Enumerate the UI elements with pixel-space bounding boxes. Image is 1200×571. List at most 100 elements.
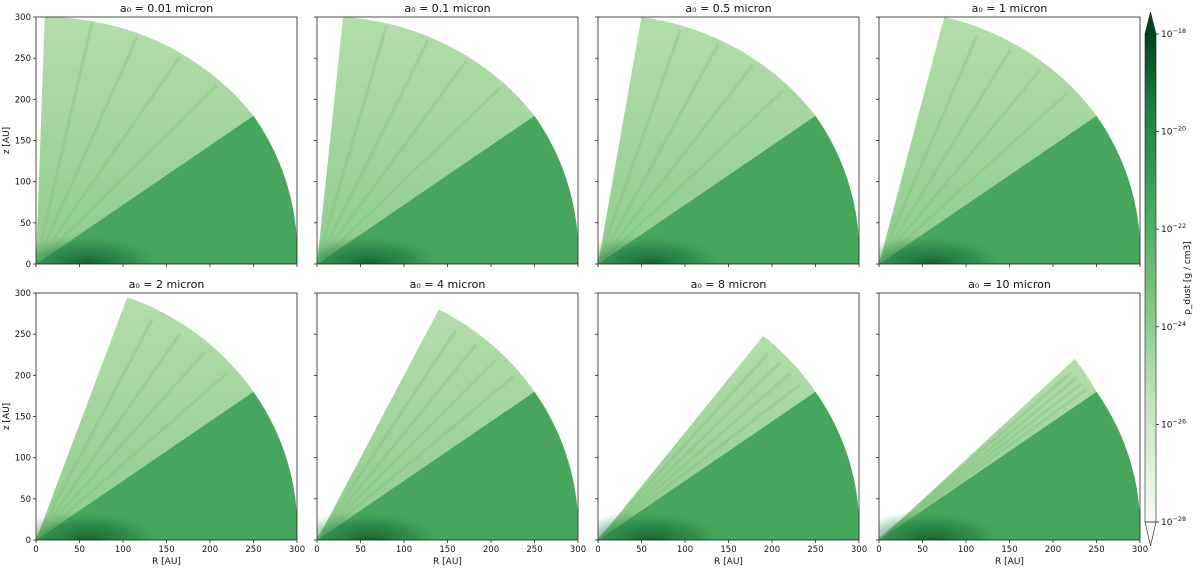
envelope-region	[879, 358, 1097, 540]
y-tick-label: 0	[26, 260, 31, 270]
x-tick-label: 50	[74, 545, 85, 555]
y-tick-label: 300	[15, 289, 31, 299]
panel-plot-area	[36, 297, 297, 540]
x-tick-label: 300	[851, 545, 867, 555]
x-tick-label: 200	[483, 545, 499, 555]
disk-core	[879, 510, 1010, 540]
x-tick-label: 100	[115, 545, 131, 555]
y-tick-label: 100	[15, 178, 31, 188]
colorbar-tick-label: 10−26	[1161, 417, 1186, 430]
x-tick-label: 150	[158, 545, 174, 555]
x-tick-label: 0	[314, 545, 319, 555]
disk-region	[879, 391, 1140, 540]
disk-region	[317, 391, 578, 540]
x-tick-label: 150	[720, 545, 736, 555]
panel: a₀ = 0.1 micron	[314, 2, 579, 267]
disk-region	[36, 115, 297, 264]
x-tick-label: 250	[526, 545, 542, 555]
disk-core	[598, 234, 729, 264]
panel-title: a₀ = 0.01 micron	[120, 2, 213, 15]
y-tick-label: 50	[20, 219, 31, 229]
envelope-streak	[598, 43, 720, 264]
envelope-streak	[879, 68, 1042, 264]
x-tick-label: 50	[636, 545, 647, 555]
colorbar-tick-label: 10−28	[1161, 515, 1186, 528]
y-tick-label: 300	[15, 13, 31, 23]
panel-title: a₀ = 0.5 micron	[685, 2, 771, 15]
envelope-streak	[36, 350, 207, 540]
disk-region	[36, 391, 297, 540]
x-axis-label: R [AU]	[714, 557, 743, 567]
x-tick-label: 0	[595, 545, 600, 555]
x-tick-label: 200	[1045, 545, 1061, 555]
panel: a₀ = 2 micron 0 50 100 150 200 250 300 0 50 100 150…	[2, 278, 305, 567]
envelope-streak	[36, 56, 181, 264]
panel: a₀ = 10 micron 0 50 100 150 200 250 300 R [AU]	[876, 278, 1148, 567]
envelope-streak	[598, 64, 754, 264]
envelope-streak	[36, 84, 218, 264]
x-tick-label: 100	[958, 545, 974, 555]
panel: a₀ = 8 micron 0 50 100 150 200 250 300 R [AU]	[595, 278, 867, 567]
y-tick-label: 150	[15, 137, 31, 147]
panel-title: a₀ = 4 micron	[410, 278, 486, 291]
envelope-streak	[317, 86, 502, 264]
panel-plot-area	[317, 17, 578, 264]
envelope-streak	[317, 39, 430, 264]
envelope-streak	[317, 329, 457, 540]
x-tick-label: 300	[1132, 545, 1148, 555]
panel-title: a₀ = 8 micron	[691, 278, 767, 291]
colorbar-label: ρ_dust [g / cm3]	[1183, 241, 1193, 315]
x-axis-label: R [AU]	[433, 557, 462, 567]
panel-plot-area	[879, 358, 1140, 540]
panel: a₀ = 0.5 micron	[595, 2, 860, 267]
envelope-streak	[879, 49, 1012, 264]
panel-title: a₀ = 2 micron	[129, 278, 205, 291]
panel-title: a₀ = 1 micron	[972, 2, 1048, 15]
disk-region	[598, 115, 859, 264]
colorbar-extend-bottom	[1144, 521, 1157, 547]
y-tick-label: 0	[26, 536, 31, 546]
y-tick-label: 250	[15, 54, 31, 64]
envelope-region	[879, 17, 1097, 264]
x-tick-label: 300	[289, 545, 305, 555]
panel-plot-area	[317, 309, 578, 540]
disk-region	[598, 391, 859, 540]
y-tick-label: 100	[15, 454, 31, 464]
y-tick-label: 200	[15, 371, 31, 381]
envelope-streak	[36, 318, 154, 540]
panel-plot-area	[879, 17, 1140, 264]
colorbar-gradient	[1145, 34, 1156, 522]
x-tick-label: 250	[807, 545, 823, 555]
disk-core	[317, 234, 448, 264]
envelope-region	[598, 17, 816, 264]
disk-region	[879, 115, 1140, 264]
x-tick-label: 200	[202, 545, 218, 555]
colorbar-frame	[1144, 33, 1157, 523]
envelope-streak	[317, 60, 468, 264]
x-tick-label: 100	[677, 545, 693, 555]
envelope-streak	[36, 333, 182, 540]
envelope-streak	[317, 343, 478, 540]
disk-core	[36, 234, 167, 264]
panel: a₀ = 4 micron 0 50 100 150 200 250 300 R [AU]	[314, 278, 586, 567]
colorbar-extend-top	[1144, 11, 1157, 35]
envelope-streak	[317, 25, 388, 264]
y-axis-label: z [AU]	[2, 403, 12, 430]
panel-plot-area	[598, 17, 859, 264]
panel-plot-area	[36, 17, 297, 264]
x-tick-label: 100	[396, 545, 412, 555]
x-tick-label: 150	[439, 545, 455, 555]
disk-region	[317, 115, 578, 264]
disk-core	[317, 510, 448, 540]
x-tick-label: 150	[1001, 545, 1017, 555]
panel-plot-area	[598, 335, 859, 540]
y-axis-label: z [AU]	[2, 127, 12, 154]
envelope-streak	[36, 22, 94, 264]
envelope-streak	[598, 361, 781, 540]
disk-core	[879, 234, 1010, 264]
envelope-streak	[598, 89, 785, 264]
panel-title: a₀ = 10 micron	[968, 278, 1051, 291]
x-axis-label: R [AU]	[995, 557, 1024, 567]
y-tick-label: 150	[15, 413, 31, 423]
envelope-streak	[598, 352, 770, 540]
